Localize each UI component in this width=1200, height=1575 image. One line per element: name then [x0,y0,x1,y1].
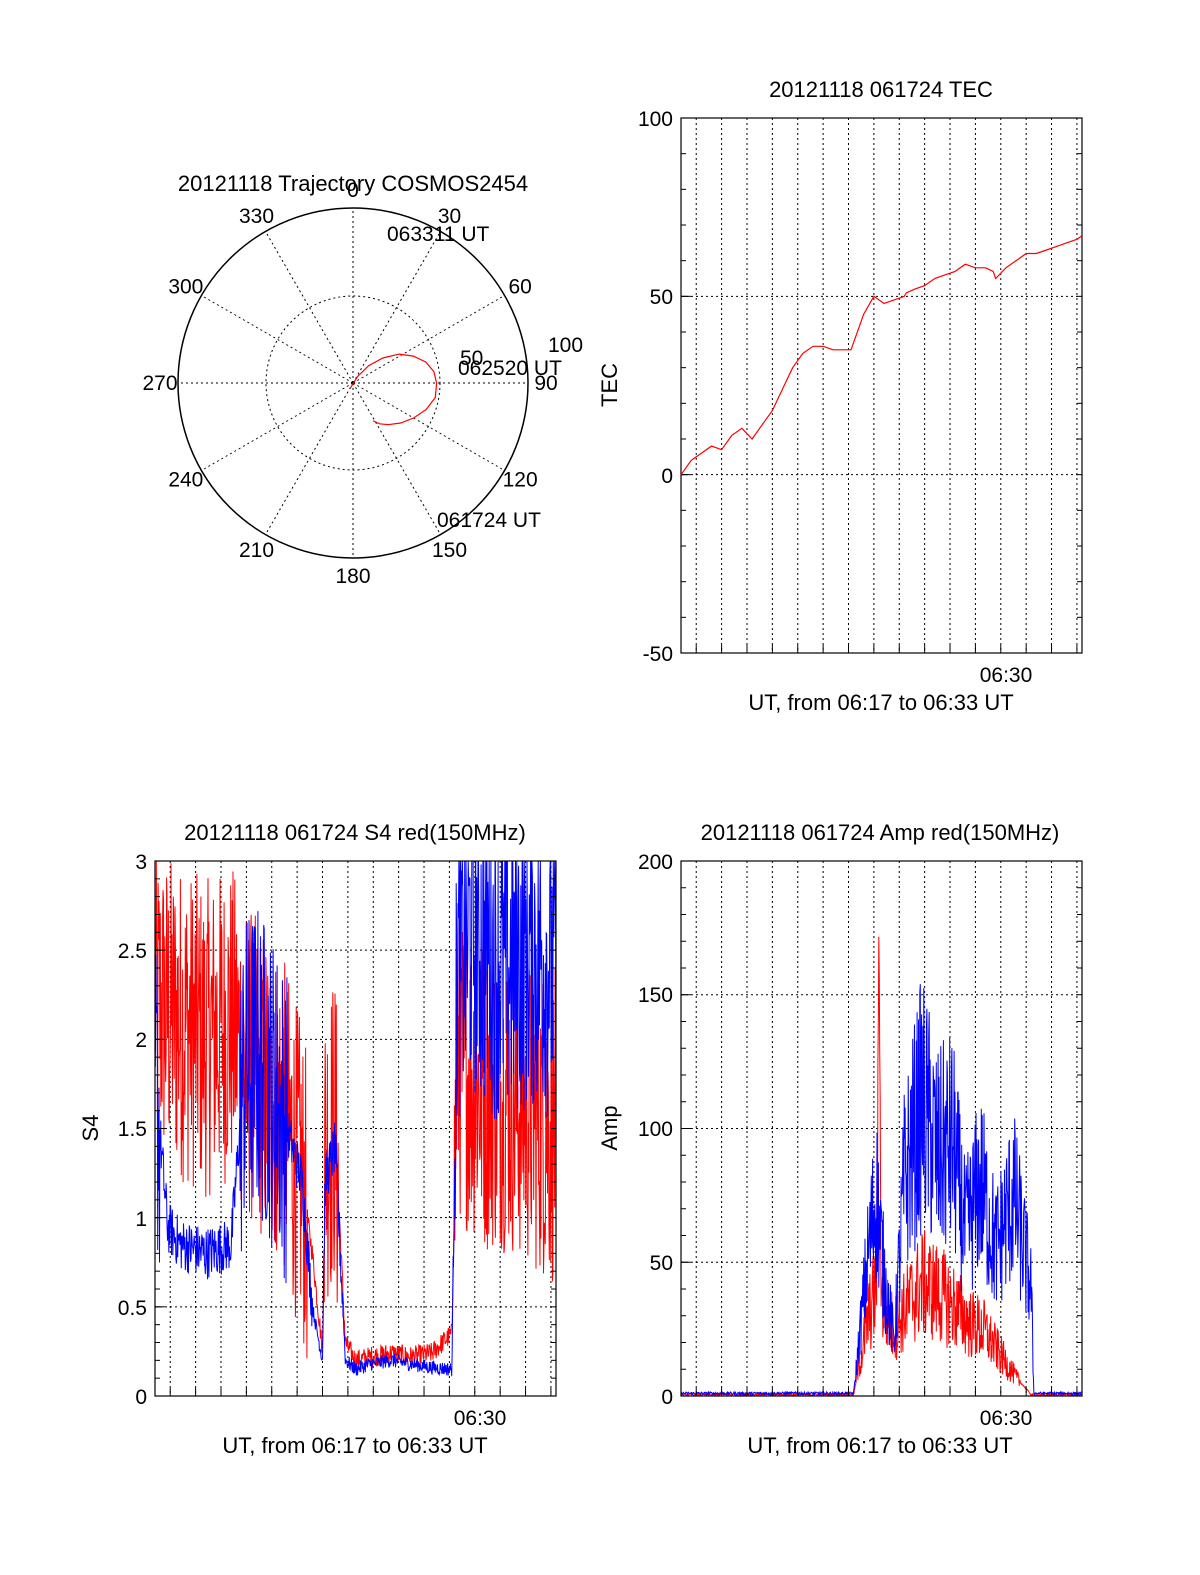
polar-angle-label-150: 150 [432,539,467,562]
polar-spoke-30 [352,231,441,384]
polar-annotation-end: 063311 UT [387,223,490,246]
amp-ytick-150: 150 [638,984,673,1007]
polar-angle-label-300: 300 [168,276,203,299]
s4-grid [155,860,556,1397]
amp-blue-line [680,984,1083,1397]
s4-plot: 20121118 061724 S4 red(150MHz) 3 2.5 2 1… [78,820,557,1458]
amp-red-line [680,936,1083,1398]
tec-ticks [681,117,1082,654]
polar-radial-label-100: 100 [548,334,583,357]
polar-radial-label-50: 50 [460,347,483,370]
s4-ytick-0: 0 [135,1386,147,1409]
polar-grid [178,208,528,558]
tec-ytick-neg50: -50 [643,643,673,666]
polar-angle-label-270: 270 [142,372,177,395]
polar-outer-circle [177,207,529,559]
tec-title: 20121118 061724 TEC [769,77,993,102]
tec-ytick-50: 50 [650,286,673,309]
polar-annotation-mid: 062520 UT [458,357,562,380]
tec-ylabel: TEC [597,363,622,407]
tec-grid [681,117,1082,654]
tec-plot: 20121118 061724 TEC 100 50 0 -50 06:30 U… [597,77,1083,715]
amp-plot: 20121118 061724 Amp red(150MHz) 200 150 … [597,820,1083,1458]
polar-angle-labels: 0 30 60 90 120 150 180 210 240 270 300 330 [142,179,557,588]
s4-xtick-0630: 06:30 [454,1407,507,1430]
amp-xlabel: UT, from 06:17 to 06:33 UT [747,1433,1012,1458]
polar-angle-label-330: 330 [239,205,274,228]
amp-grid [681,860,1082,1397]
s4-ytick-1.5: 1.5 [118,1118,147,1141]
polar-trajectory-line [349,353,438,426]
polar-angle-label-0: 0 [347,179,359,202]
polar-title: 20121118 Trajectory COSMOS2454 [178,171,528,196]
s4-ytick-3: 3 [135,851,147,874]
tec-ytick-100: 100 [638,108,673,131]
polar-spoke-240 [201,382,354,471]
polar-angle-label-240: 240 [168,469,203,492]
tec-xtick-0630: 06:30 [980,664,1033,687]
polar-angle-label-210: 210 [239,539,274,562]
s4-ylabel: S4 [78,1115,103,1142]
polar-spoke-150 [352,382,441,535]
s4-ytick-1: 1 [135,1208,147,1231]
tec-xlabel: UT, from 06:17 to 06:33 UT [748,690,1013,715]
polar-angle-label-30: 30 [438,205,461,228]
polar-spoke-60 [352,295,505,384]
amp-series-blue [680,984,1083,1397]
amp-ylabel: Amp [597,1105,622,1150]
s4-ytick-0.5: 0.5 [118,1297,147,1320]
amp-xtick-0630: 06:30 [980,1407,1033,1430]
s4-xlabel: UT, from 06:17 to 06:33 UT [222,1433,487,1458]
amp-ytick-0: 0 [661,1386,673,1409]
amp-ytick-50: 50 [650,1252,673,1275]
polar-plot: 20121118 Trajectory COSMOS2454 0 30 60 90 12… [142,171,583,588]
polar-angle-label-120: 120 [503,469,538,492]
polar-spoke-330 [265,231,354,384]
s4-ytick-2: 2 [135,1029,147,1052]
polar-inner-circle [265,295,441,471]
amp-ytick-200: 200 [638,851,673,874]
polar-annotation-start: 061724 UT [437,509,541,532]
polar-spoke-120 [352,382,505,471]
polar-spoke-210 [265,382,354,535]
tec-series-red [680,235,1083,476]
polar-angle-label-180: 180 [335,565,370,588]
polar-spoke-300 [201,295,354,384]
amp-title: 20121118 061724 Amp red(150MHz) [701,820,1060,845]
amp-ticks [681,860,1082,1397]
amp-ytick-100: 100 [638,1118,673,1141]
s4-ticks [155,860,556,1397]
tec-ytick-0: 0 [661,465,673,488]
s4-ytick-2.5: 2.5 [118,940,147,963]
tec-frame [680,117,1083,654]
s4-title: 20121118 061724 S4 red(150MHz) [184,820,526,845]
polar-angle-label-60: 60 [508,276,531,299]
polar-angle-label-90: 90 [534,372,557,395]
amp-series-red [680,936,1083,1398]
